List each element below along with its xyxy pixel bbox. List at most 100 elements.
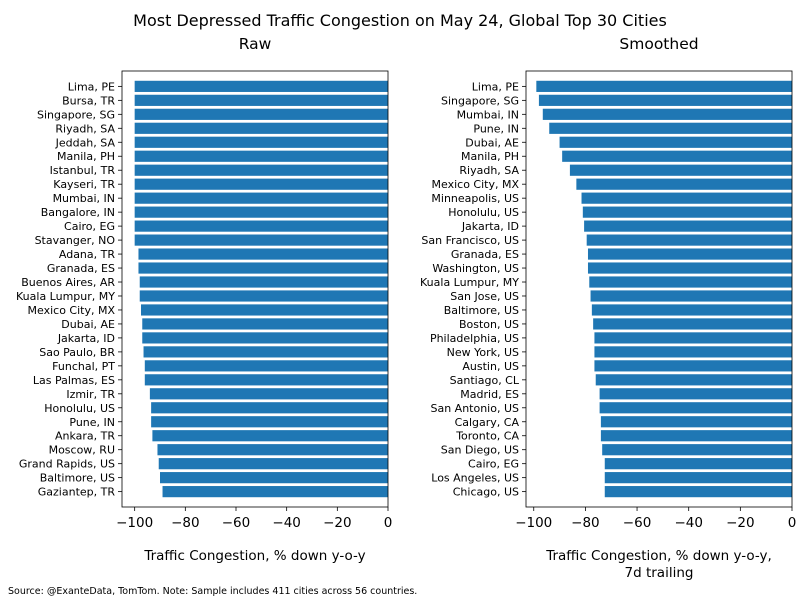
x-tick-label: −40 bbox=[272, 515, 301, 531]
bar bbox=[582, 206, 792, 218]
bar bbox=[581, 192, 792, 204]
bar bbox=[134, 192, 388, 204]
y-tick-label: Honolulu, US bbox=[448, 206, 519, 219]
bar bbox=[162, 486, 388, 498]
bar bbox=[151, 416, 388, 428]
y-tick-label: Istanbul, TR bbox=[50, 164, 116, 177]
y-tick-label: Jeddah, SA bbox=[55, 136, 116, 149]
bar bbox=[134, 206, 388, 218]
bar bbox=[604, 458, 792, 470]
x-axis-label: Traffic Congestion, % down y-o-y bbox=[143, 548, 365, 564]
y-tick-label: Minneapolis, US bbox=[431, 192, 519, 205]
y-tick-label: Riyadh, SA bbox=[55, 122, 115, 135]
y-tick-label: Calgary, CA bbox=[455, 416, 520, 429]
bar bbox=[594, 360, 792, 372]
x-tick-label: −40 bbox=[674, 515, 703, 531]
bar bbox=[536, 80, 792, 92]
y-tick-label: San Jose, US bbox=[450, 290, 519, 303]
bar bbox=[602, 444, 792, 456]
y-tick-label: Izmir, TR bbox=[66, 388, 115, 401]
y-tick-label: Boston, US bbox=[459, 318, 519, 331]
bar bbox=[594, 332, 792, 344]
y-tick-label: Mumbai, IN bbox=[53, 192, 115, 205]
y-tick-label: Granada, ES bbox=[47, 262, 115, 275]
y-tick-label: Granada, ES bbox=[451, 248, 519, 261]
bar bbox=[604, 472, 792, 484]
y-tick-label: Kayseri, TR bbox=[53, 178, 115, 191]
y-tick-label: Buenos Aires, AR bbox=[21, 276, 115, 289]
bar bbox=[134, 94, 388, 106]
x-tick-label: −20 bbox=[726, 515, 755, 531]
bar bbox=[587, 248, 792, 260]
y-tick-label: Las Palmas, ES bbox=[33, 374, 115, 387]
bar bbox=[595, 374, 792, 386]
y-tick-label: Adana, TR bbox=[59, 248, 115, 261]
bar bbox=[600, 430, 792, 442]
y-tick-label: Grand Rapids, US bbox=[19, 458, 115, 471]
y-tick-label: Los Angeles, US bbox=[431, 472, 519, 485]
y-tick-label: Dubai, AE bbox=[465, 136, 519, 149]
bar bbox=[134, 136, 388, 148]
bar bbox=[144, 374, 388, 386]
x-tick-label: −80 bbox=[571, 515, 600, 531]
bar bbox=[160, 472, 388, 484]
bar bbox=[142, 318, 388, 330]
bar bbox=[144, 360, 388, 372]
y-tick-label: Stavanger, NO bbox=[35, 234, 116, 247]
y-tick-label: Baltimore, US bbox=[40, 472, 115, 485]
y-tick-label: Santiago, CL bbox=[450, 374, 520, 387]
bar bbox=[589, 276, 792, 288]
bar bbox=[586, 234, 792, 246]
y-tick-label: Bangalore, IN bbox=[41, 206, 115, 219]
panel-title: Smoothed bbox=[619, 35, 698, 53]
panel-title: Raw bbox=[239, 35, 272, 53]
x-tick-label: 0 bbox=[788, 515, 797, 531]
bar bbox=[599, 388, 792, 400]
y-tick-label: Austin, US bbox=[462, 360, 519, 373]
x-tick-label: −20 bbox=[323, 515, 352, 531]
x-tick-label: −80 bbox=[171, 515, 200, 531]
axes-frame bbox=[525, 70, 793, 508]
x-tick-label: −60 bbox=[222, 515, 251, 531]
y-tick-label: Ankara, TR bbox=[55, 430, 115, 443]
y-tick-label: Pune, IN bbox=[473, 122, 519, 135]
bar bbox=[599, 402, 792, 414]
y-tick-label: Mumbai, IN bbox=[457, 108, 519, 121]
y-tick-label: Funchal, PT bbox=[52, 360, 115, 373]
y-tick-label: Honolulu, US bbox=[44, 402, 115, 415]
y-tick-label: Sao Paulo, BR bbox=[39, 346, 115, 359]
chart-suptitle: Most Depressed Traffic Congestion on May… bbox=[133, 11, 667, 30]
bar bbox=[587, 262, 792, 274]
x-axis-label: 7d trailing bbox=[625, 565, 694, 581]
bar bbox=[139, 290, 388, 302]
bar bbox=[134, 178, 388, 190]
y-tick-label: Lima, PE bbox=[68, 80, 115, 93]
bar bbox=[152, 430, 388, 442]
bar bbox=[134, 122, 388, 134]
y-tick-label: Mexico City, MX bbox=[432, 178, 520, 191]
bar bbox=[549, 122, 792, 134]
y-tick-label: Jakarta, ID bbox=[57, 332, 115, 345]
y-tick-label: Cairo, EG bbox=[468, 458, 519, 471]
y-tick-label: Chicago, US bbox=[453, 486, 519, 499]
y-tick-label: San Diego, US bbox=[441, 444, 519, 457]
y-tick-label: Gaziantep, TR bbox=[38, 486, 116, 499]
y-tick-label: Kuala Lumpur, MY bbox=[420, 276, 519, 289]
y-tick-label: Moscow, RU bbox=[49, 444, 115, 457]
bar bbox=[538, 94, 792, 106]
x-tick-label: −100 bbox=[116, 515, 153, 531]
axes-frame bbox=[121, 70, 389, 508]
x-axis-label: Traffic Congestion, % down y-o-y, bbox=[545, 548, 772, 564]
bar bbox=[576, 178, 792, 190]
bar bbox=[590, 290, 792, 302]
bar bbox=[138, 262, 388, 274]
bar bbox=[584, 220, 792, 232]
bar bbox=[138, 248, 388, 260]
x-tick-label: 0 bbox=[384, 515, 393, 531]
y-tick-label: Mexico City, MX bbox=[28, 304, 116, 317]
x-tick-label: −60 bbox=[623, 515, 652, 531]
bar bbox=[134, 220, 388, 232]
bar bbox=[141, 304, 388, 316]
bar bbox=[151, 402, 388, 414]
